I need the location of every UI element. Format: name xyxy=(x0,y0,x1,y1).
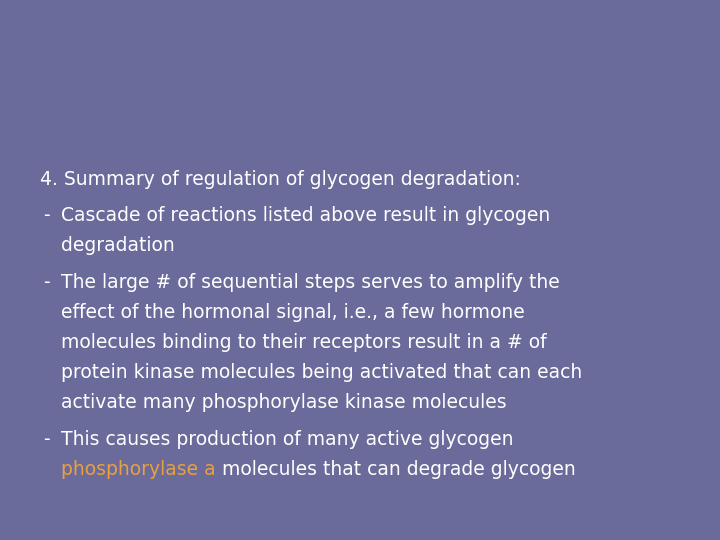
Text: effect of the hormonal signal, i.e., a few hormone: effect of the hormonal signal, i.e., a f… xyxy=(61,303,525,322)
Text: molecules that can degrade glycogen: molecules that can degrade glycogen xyxy=(216,460,575,480)
Text: degradation: degradation xyxy=(61,236,175,255)
Text: -: - xyxy=(43,430,50,449)
Text: protein kinase molecules being activated that can each: protein kinase molecules being activated… xyxy=(61,363,582,382)
Text: -: - xyxy=(43,206,50,225)
Text: 4. Summary of regulation of glycogen degradation:: 4. Summary of regulation of glycogen deg… xyxy=(40,170,521,189)
Text: The large # of sequential steps serves to amplify the: The large # of sequential steps serves t… xyxy=(61,273,560,292)
Text: phosphorylase a: phosphorylase a xyxy=(61,460,216,480)
Text: activate many phosphorylase kinase molecules: activate many phosphorylase kinase molec… xyxy=(61,393,507,412)
Text: molecules binding to their receptors result in a # of: molecules binding to their receptors res… xyxy=(61,333,546,352)
Text: This causes production of many active glycogen: This causes production of many active gl… xyxy=(61,430,513,449)
Text: -: - xyxy=(43,273,50,292)
Text: Cascade of reactions listed above result in glycogen: Cascade of reactions listed above result… xyxy=(61,206,551,225)
